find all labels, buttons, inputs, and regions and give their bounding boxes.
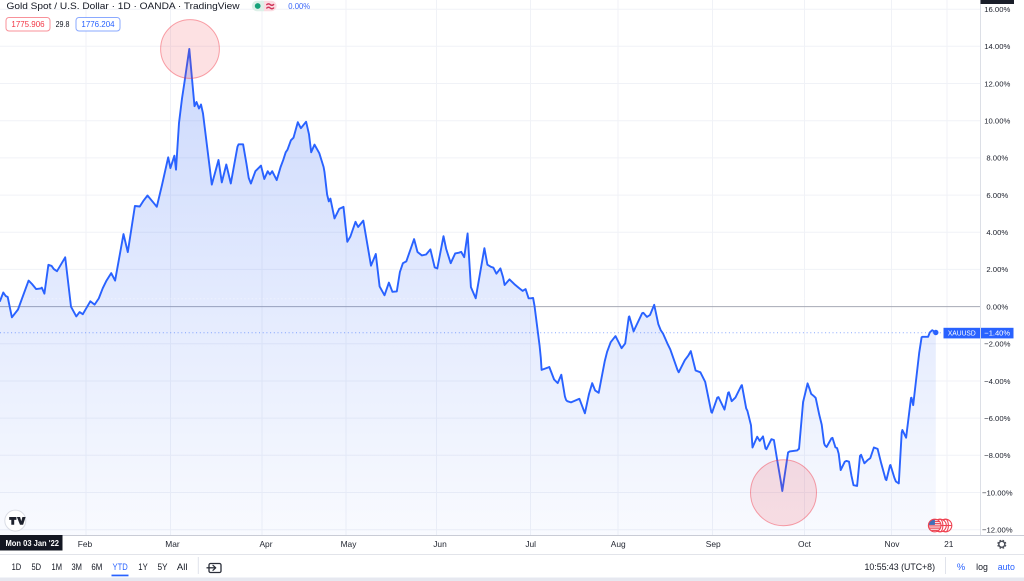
svg-text:0.00%: 0.00% xyxy=(288,1,310,11)
svg-text:YTD: YTD xyxy=(113,561,128,572)
svg-text:12.00%: 12.00% xyxy=(984,79,1010,88)
svg-text:Jun: Jun xyxy=(433,539,447,549)
svg-text:10.00%: 10.00% xyxy=(984,117,1010,126)
svg-text:Feb: Feb xyxy=(78,539,93,549)
svg-text:−2.00%: −2.00% xyxy=(984,340,1010,349)
svg-text:Gold Spot / U.S. Dollar · 1D ·: Gold Spot / U.S. Dollar · 1D · OANDA · T… xyxy=(7,1,240,11)
svg-text:2.00%: 2.00% xyxy=(986,265,1008,274)
svg-text:0.00%: 0.00% xyxy=(986,302,1008,311)
svg-text:1776.204: 1776.204 xyxy=(81,19,114,29)
svg-text:−4.00%: −4.00% xyxy=(984,377,1010,386)
svg-text:−8.00%: −8.00% xyxy=(984,451,1010,460)
svg-text:−6.00%: −6.00% xyxy=(984,414,1010,423)
svg-text:%: % xyxy=(957,561,965,572)
svg-text:−10.00%: −10.00% xyxy=(982,488,1013,497)
svg-text:Nov: Nov xyxy=(885,539,901,549)
svg-text:5Y: 5Y xyxy=(157,561,168,572)
svg-text:29.8: 29.8 xyxy=(56,19,70,29)
svg-text:Apr: Apr xyxy=(259,539,272,549)
svg-text:1Y: 1Y xyxy=(138,561,148,572)
svg-text:5D: 5D xyxy=(32,561,42,572)
svg-text:21: 21 xyxy=(944,539,954,549)
svg-text:Sep: Sep xyxy=(706,539,721,549)
svg-text:Jul: Jul xyxy=(525,539,536,549)
svg-text:XAUUSD: XAUUSD xyxy=(948,329,976,338)
svg-text:−1.40%: −1.40% xyxy=(984,329,1010,338)
svg-text:Mar: Mar xyxy=(165,539,180,549)
svg-text:−12.00%: −12.00% xyxy=(982,526,1013,535)
svg-text:16.00%: 16.00% xyxy=(984,5,1010,14)
svg-text:May: May xyxy=(341,539,358,549)
svg-text:1M: 1M xyxy=(52,561,63,572)
svg-text:auto: auto xyxy=(998,561,1015,572)
svg-text:4.00%: 4.00% xyxy=(986,228,1008,237)
svg-text:14.00%: 14.00% xyxy=(984,42,1010,51)
svg-text:Oct: Oct xyxy=(798,539,812,549)
svg-text:log: log xyxy=(976,561,988,572)
svg-text:All: All xyxy=(177,561,188,572)
svg-text:6.00%: 6.00% xyxy=(986,191,1008,200)
svg-text:6M: 6M xyxy=(91,561,102,572)
svg-text:1775.906: 1775.906 xyxy=(11,19,44,29)
svg-text:Mon 03 Jan '22: Mon 03 Jan '22 xyxy=(6,538,60,548)
svg-text:Aug: Aug xyxy=(611,539,626,549)
svg-text:8.00%: 8.00% xyxy=(986,154,1008,163)
svg-text:3M: 3M xyxy=(71,561,82,572)
svg-text:10:55:43 (UTC+8): 10:55:43 (UTC+8) xyxy=(865,561,936,572)
svg-text:1D: 1D xyxy=(12,561,22,572)
